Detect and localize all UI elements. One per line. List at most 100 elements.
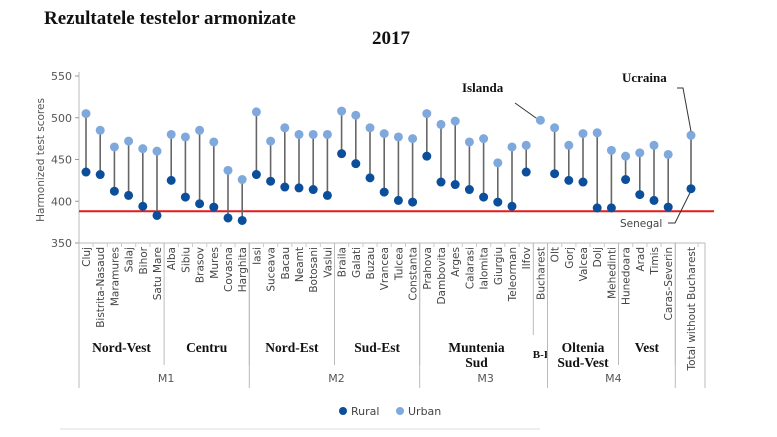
y-tick-label: 500 bbox=[51, 112, 72, 125]
urban-point bbox=[493, 158, 503, 168]
rural-point bbox=[578, 177, 588, 187]
legend-urban-marker bbox=[396, 407, 404, 415]
rural-point bbox=[294, 183, 304, 193]
rural-point bbox=[507, 201, 517, 211]
annotation-ucraina-leader bbox=[677, 87, 692, 132]
x-tick-label: Mehedinti bbox=[606, 247, 618, 299]
macro-label: M2 bbox=[328, 372, 345, 385]
urban-point bbox=[393, 132, 403, 142]
x-tick-label: Sibiu bbox=[180, 247, 192, 273]
y-tick-label: 400 bbox=[51, 195, 72, 208]
urban-point bbox=[649, 140, 659, 150]
region-label: Oltenia bbox=[562, 340, 605, 355]
x-tick-label: Ilfov bbox=[521, 247, 533, 269]
x-tick-label: Vrancea bbox=[379, 247, 391, 290]
rural-point bbox=[365, 173, 375, 183]
urban-point bbox=[109, 142, 119, 152]
x-tick-label: Caras-Severin bbox=[663, 247, 675, 320]
urban-point bbox=[266, 136, 276, 146]
x-tick-label: Tulcea bbox=[393, 247, 405, 281]
rural-point bbox=[152, 210, 162, 220]
x-tick-label: Covasna bbox=[223, 247, 235, 292]
rural-point bbox=[479, 192, 489, 202]
region-label: Muntenia bbox=[448, 340, 505, 355]
urban-point bbox=[564, 140, 574, 150]
annotation-senegal-leader bbox=[668, 192, 691, 224]
rural-point bbox=[464, 185, 474, 195]
x-tick-label: Brasov bbox=[195, 247, 207, 283]
urban-point bbox=[379, 129, 389, 139]
urban-point bbox=[535, 115, 545, 125]
urban-point bbox=[635, 148, 645, 158]
annotation-ucraina: Ucraina bbox=[622, 70, 667, 85]
x-tick-label: Dambovita bbox=[436, 247, 448, 305]
urban-point bbox=[81, 109, 91, 119]
rural-point bbox=[379, 187, 389, 197]
x-tick-label: Arges bbox=[450, 247, 462, 277]
rural-point bbox=[209, 202, 219, 212]
region-label: Nord-Vest bbox=[92, 340, 151, 355]
rural-point bbox=[649, 195, 659, 205]
x-tick-label: Braila bbox=[337, 247, 349, 277]
urban-point bbox=[408, 134, 418, 144]
x-tick-label: Bistrita-Nasaud bbox=[95, 247, 107, 328]
urban-point bbox=[592, 128, 602, 138]
urban-point bbox=[251, 107, 261, 117]
x-tick-label: Bacau bbox=[280, 247, 292, 280]
x-tick-label: Valcea bbox=[578, 247, 590, 281]
rural-point bbox=[95, 170, 105, 180]
urban-point bbox=[152, 146, 162, 156]
x-tick-label: Iasi bbox=[251, 247, 263, 265]
y-axis-title: Harmonized test scores bbox=[35, 98, 47, 222]
rural-point bbox=[337, 149, 347, 159]
urban-point bbox=[351, 110, 361, 120]
urban-point bbox=[124, 136, 134, 146]
urban-point bbox=[550, 123, 560, 133]
rural-point bbox=[564, 175, 574, 185]
urban-point bbox=[237, 175, 247, 185]
macro-label: M4 bbox=[605, 372, 622, 385]
region-label: Nord-Est bbox=[265, 340, 319, 355]
region-label: Centru bbox=[186, 340, 228, 355]
annotation-islanda-leader bbox=[514, 102, 537, 119]
x-tick-label: Mures bbox=[209, 247, 221, 279]
x-tick-label: Prahova bbox=[422, 247, 434, 290]
x-tick-label: Buzau bbox=[365, 247, 377, 279]
x-tick-label: Harghita bbox=[237, 247, 249, 292]
rural-point bbox=[351, 159, 361, 169]
rural-point bbox=[493, 197, 503, 207]
rural-point bbox=[592, 203, 602, 213]
region-label: Sud bbox=[465, 355, 488, 370]
x-tick-label: Salaj bbox=[124, 247, 136, 272]
y-tick-label: 550 bbox=[51, 70, 72, 83]
rural-point bbox=[422, 151, 432, 161]
urban-point bbox=[195, 125, 205, 135]
rural-point bbox=[663, 202, 673, 212]
x-tick-label: Arad bbox=[635, 247, 647, 272]
urban-point bbox=[308, 129, 318, 139]
urban-point bbox=[422, 109, 432, 119]
rural-point bbox=[266, 176, 276, 186]
caption-line bbox=[60, 428, 540, 430]
macro-label: M1 bbox=[158, 372, 175, 385]
x-tick-label: Vaslui bbox=[322, 247, 334, 278]
urban-point bbox=[138, 144, 148, 154]
rural-point bbox=[308, 185, 318, 195]
rural-point bbox=[223, 213, 233, 223]
region-label: Sud-Est bbox=[354, 340, 400, 355]
urban-point bbox=[280, 123, 290, 133]
x-tick-label: Cluj bbox=[81, 247, 93, 267]
rural-point bbox=[393, 195, 403, 205]
x-tick-label: Calarasi bbox=[464, 247, 476, 289]
rural-point bbox=[450, 180, 460, 190]
rural-point bbox=[686, 184, 696, 194]
annotation-islanda: Islanda bbox=[462, 80, 504, 95]
urban-point bbox=[223, 165, 233, 175]
urban-point bbox=[507, 142, 517, 152]
x-tick-label: Hunedoara bbox=[621, 247, 633, 305]
urban-point bbox=[479, 134, 489, 144]
rural-point bbox=[408, 197, 418, 207]
region-label: Vest bbox=[635, 340, 660, 355]
x-tick-label: Gorj bbox=[564, 247, 576, 269]
x-tick-label: Bucharest bbox=[535, 247, 547, 300]
